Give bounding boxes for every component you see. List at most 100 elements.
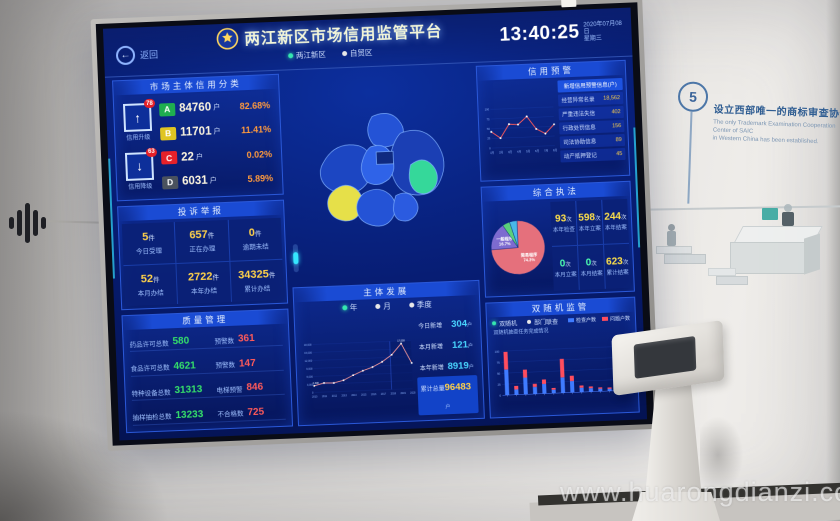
wall-timeline-step: 5 设立西部唯一的商标审查协作中心。 The only Trademark Ex… <box>677 81 840 204</box>
credit-dashboard: ← 返回 两江新区市场信用监管平台 <box>102 7 648 441</box>
svg-text:2013: 2013 <box>341 394 347 397</box>
svg-text:2018: 2018 <box>391 392 397 395</box>
svg-text:2020: 2020 <box>410 391 416 394</box>
legend-swatch <box>567 318 575 323</box>
liangjiang-map-svg <box>320 113 445 227</box>
arrow-up-icon: ↑ <box>133 110 142 126</box>
dev-stat: 本月新增 121户 <box>418 339 474 352</box>
stat-cell: 5件 今日受理 <box>121 222 176 265</box>
svg-text:16.7%: 16.7% <box>499 241 511 246</box>
kiosk-stand-base <box>632 492 720 521</box>
panel-credit-warning: 信用预警 0 25 50 75 100 1月 2月 3月 4月 5月 6月 7月 8月 新增信用预警信息… <box>475 59 631 182</box>
svg-text:25: 25 <box>487 137 491 141</box>
toggle-year[interactable]: 年 <box>341 301 358 313</box>
kiosk-screen <box>633 336 697 379</box>
svg-text:74.3%: 74.3% <box>523 257 535 262</box>
back-label: 返回 <box>139 49 159 61</box>
development-line-chart: 0 3,000 6,000 9,000 12,000 15,000 18,000 2010 20… <box>298 312 417 422</box>
region-toggle-group: 两江新区 自贸区 <box>287 47 373 62</box>
svg-text:4月: 4月 <box>517 150 522 154</box>
panel-complaints: 投诉举报 5件 今日受理 657件 正在办理 <box>117 199 289 311</box>
svg-text:0: 0 <box>312 391 314 394</box>
toggle-month[interactable]: 月 <box>375 300 391 312</box>
stat-cell: 623次 累计结案 <box>604 243 631 289</box>
toggle-liangjiang[interactable]: 两江新区 <box>287 49 326 62</box>
radio-dot-icon <box>341 304 347 311</box>
svg-text:15,000: 15,000 <box>304 351 312 354</box>
led-wall-screen: ← 返回 两江新区市场信用监管平台 <box>90 0 660 451</box>
svg-text:2月: 2月 <box>499 150 504 154</box>
grade-chip: C <box>160 151 178 165</box>
stat-cell: 598次 本年立案 <box>576 200 603 245</box>
svg-text:100: 100 <box>495 349 500 353</box>
svg-text:6,000: 6,000 <box>307 375 314 378</box>
svg-text:2,498: 2,498 <box>312 382 319 385</box>
arrow-down-icon: ↓ <box>135 158 144 175</box>
credit-grade-row: D 6031 户 5.89% <box>161 172 277 190</box>
upgrade-count-badge: 78 <box>143 99 156 109</box>
credit-grade-row: C 22 户 0.02% <box>160 147 276 165</box>
stat-cell: 93次 本年检查 <box>550 201 578 246</box>
panel-credit-classification: 市场主体信用分类 ↑ 78 信用升级 <box>112 73 284 202</box>
panel-quality: 质量管理 药品许可总数 580 预警数 361 食品许可总数 4621 预警数 147 <box>121 308 294 434</box>
radio-dot-icon <box>492 321 497 326</box>
credit-grade-row: B 11701 户 11.41% <box>159 123 275 141</box>
back-arrow-icon: ← <box>115 45 136 66</box>
svg-text:25: 25 <box>497 382 501 386</box>
map-zoom-slider[interactable] <box>292 243 299 272</box>
svg-text:0: 0 <box>499 393 501 397</box>
svg-text:简易程序: 简易程序 <box>521 251 539 258</box>
radio-dot-icon <box>527 320 532 325</box>
radio-dot-icon <box>287 53 294 59</box>
stat-cell: 0次 本月立案 <box>552 245 579 291</box>
svg-text:100: 100 <box>485 107 490 111</box>
warning-list-item: 动产抵押登记 45 <box>560 147 626 163</box>
toggle-quarter[interactable]: 季度 <box>408 298 432 310</box>
svg-text:一般程序: 一般程序 <box>496 235 514 242</box>
dashboard-header: ← 返回 两江新区市场信用监管平台 <box>102 7 633 78</box>
radio-dot-icon <box>341 50 347 57</box>
toggle-ftz[interactable]: 自贸区 <box>341 47 373 59</box>
credit-upgrade-button[interactable]: ↑ 78 <box>122 99 156 133</box>
warning-list-item: 司法协助信息 89 <box>559 133 626 149</box>
warning-list-item: 经营异常名录 18,562 <box>558 91 624 107</box>
legend-swatch <box>601 316 609 322</box>
svg-text:3,000: 3,000 <box>307 383 314 386</box>
downgrade-count-badge: 63 <box>145 147 158 158</box>
dev-stat: 今日新增 304户 <box>418 318 473 331</box>
svg-text:7月: 7月 <box>544 149 549 153</box>
stat-cell: 52件 本月办结 <box>123 263 178 307</box>
svg-text:0: 0 <box>489 146 491 150</box>
svg-text:5月: 5月 <box>526 149 531 153</box>
svg-text:2015: 2015 <box>361 393 367 396</box>
stat-cell: 657件 正在办理 <box>175 220 230 263</box>
dev-stat: 本年新增 8919户 <box>419 360 474 373</box>
credit-downgrade-button[interactable]: ↓ 63 <box>124 147 158 181</box>
mural-person-icon <box>668 224 675 231</box>
svg-text:1月: 1月 <box>490 151 495 155</box>
quality-row: 药品许可总数 580 预警数 361 <box>129 330 283 353</box>
svg-text:2019: 2019 <box>400 392 406 395</box>
radio-dot-icon <box>408 302 414 308</box>
stat-cell: 0次 本月结案 <box>578 244 605 290</box>
svg-text:50: 50 <box>487 127 491 131</box>
warning-list-item: 严重违法失信 402 <box>558 105 624 121</box>
bezel-sticker <box>561 0 577 8</box>
back-button[interactable]: ← 返回 <box>115 45 159 66</box>
warning-list-header: 新增信用预警信息(户) <box>557 77 623 93</box>
svg-text:50: 50 <box>497 371 501 375</box>
step-description-en: The only Trademark Examination Cooperati… <box>712 119 836 146</box>
radio-dot-icon <box>375 303 381 309</box>
panel-subject-development: 主体发展 年 月 <box>292 279 485 427</box>
grade-chip: D <box>161 175 179 190</box>
clock-time: 13:40:25 <box>499 21 580 46</box>
step-number-badge: 5 <box>677 81 709 113</box>
svg-text:6月: 6月 <box>535 149 540 153</box>
quality-row: 抽样抽检总数 13233 不合格数 725 <box>132 403 286 426</box>
warning-list-item: 行政处罚信息 156 <box>559 119 625 135</box>
clock-weekday: 星期三 <box>583 35 602 42</box>
svg-text:2017: 2017 <box>381 392 387 395</box>
svg-text:2014: 2014 <box>351 394 357 397</box>
district-map[interactable] <box>284 66 479 282</box>
svg-text:2012: 2012 <box>332 394 338 397</box>
